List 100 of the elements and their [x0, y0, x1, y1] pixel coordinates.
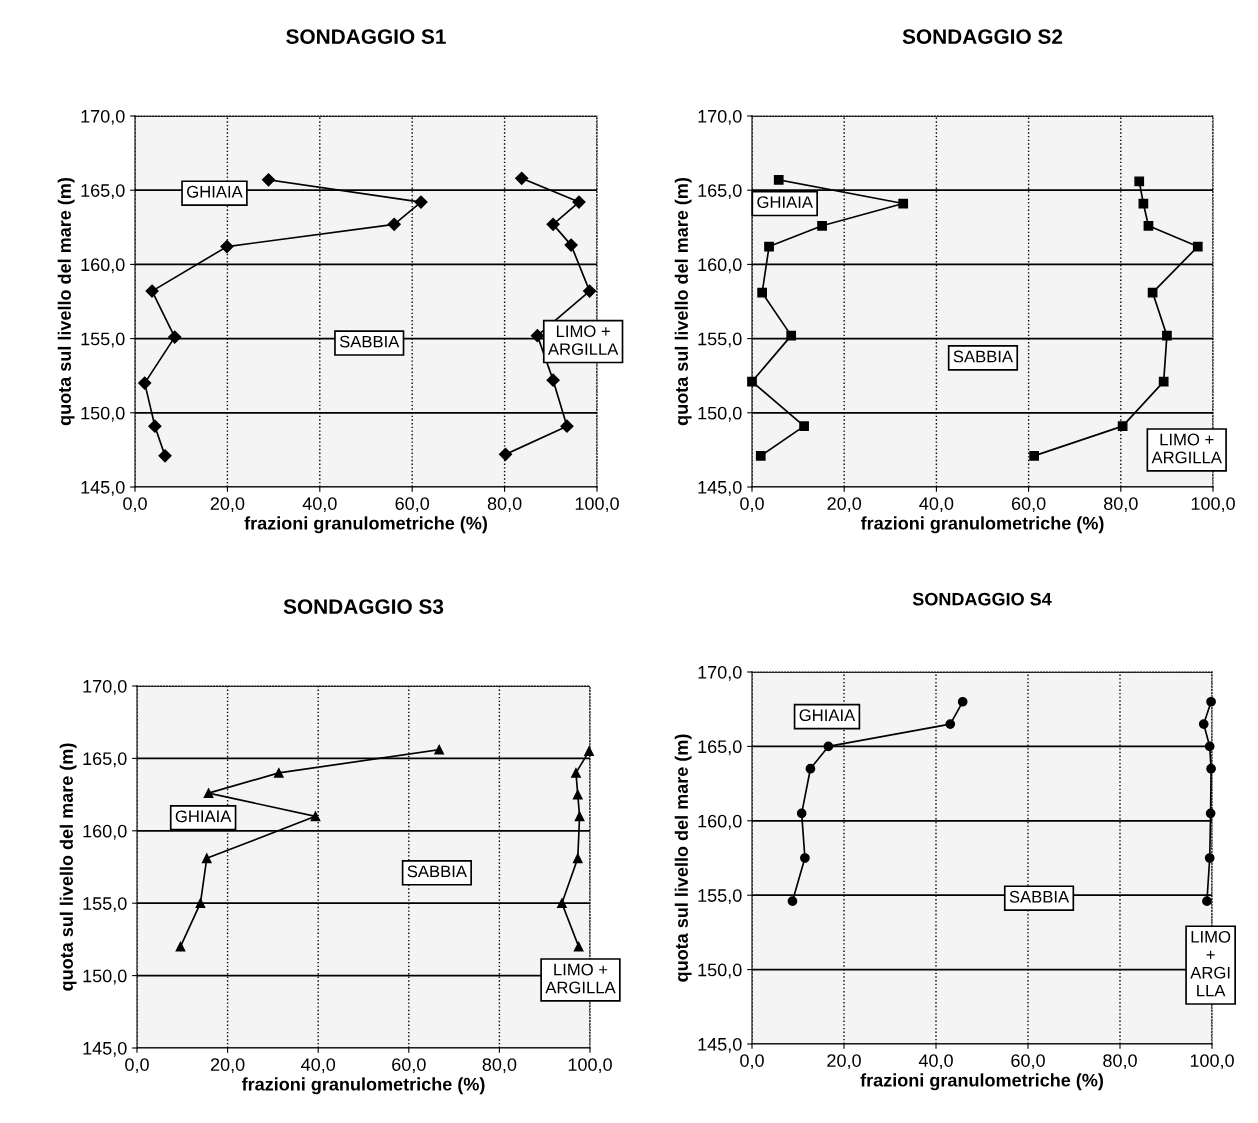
point — [564, 238, 578, 252]
y-tick-label: 155,0 — [83, 897, 127, 913]
x-axis-title: frazioni granulometriche (%) — [860, 1073, 1103, 1091]
point — [1206, 763, 1216, 774]
point — [817, 220, 827, 231]
point — [1204, 853, 1215, 863]
point — [261, 173, 276, 187]
point — [574, 811, 585, 822]
point — [796, 808, 807, 819]
y-tick-label: 165,0 — [83, 752, 127, 768]
x-tick-label: 20,0 — [827, 1054, 861, 1070]
point — [572, 789, 583, 800]
y-tick-label: 160,0 — [698, 258, 742, 274]
y-tick-label: 160,0 — [83, 824, 127, 840]
chart-title: SONDAGGIO S2 — [902, 29, 1063, 44]
point — [195, 898, 206, 909]
point — [957, 696, 968, 707]
y-tick-label: 150,0 — [698, 406, 742, 422]
chart-title: SONDAGGIO S4 — [912, 592, 1052, 606]
point — [786, 330, 797, 341]
point — [1202, 896, 1212, 907]
x-tick-label: 40,0 — [301, 1058, 336, 1074]
y-tick-label: 165,0 — [81, 184, 125, 200]
annotation: LIMO + ARGI LLA — [1190, 930, 1231, 997]
annotation: GHIAIA — [175, 810, 232, 823]
x-tick-label: 80,0 — [487, 497, 522, 513]
y-axis-title: quota sul livello del mare (m) — [57, 177, 75, 426]
point — [755, 450, 766, 461]
x-tick-label: 0,0 — [740, 497, 764, 513]
point — [1198, 719, 1209, 729]
point — [800, 853, 810, 863]
annotation: SABBIA — [1009, 890, 1070, 903]
x-axis-title: frazioni granulometriche (%) — [244, 516, 487, 534]
point — [387, 217, 401, 231]
point — [805, 763, 816, 774]
annotation: GHIAIA — [757, 196, 813, 209]
y-tick-label: 165,0 — [698, 184, 742, 200]
point — [201, 853, 212, 864]
x-tick-label: 0,0 — [125, 1058, 149, 1074]
x-tick-label: 100,0 — [1190, 1054, 1234, 1070]
point — [273, 768, 284, 778]
point — [203, 788, 214, 799]
y-tick-label: 165,0 — [698, 740, 742, 756]
x-tick-label: 100,0 — [1191, 497, 1235, 513]
point — [560, 419, 574, 433]
point — [1158, 376, 1169, 387]
x-tick-label: 60,0 — [1011, 497, 1046, 513]
point — [498, 447, 513, 461]
y-tick-label: 155,0 — [81, 332, 125, 348]
point — [573, 941, 584, 952]
point — [515, 171, 529, 185]
point — [584, 746, 594, 757]
chart-title: SONDAGGIO S3 — [283, 599, 444, 615]
x-tick-label: 20,0 — [827, 497, 862, 513]
point — [530, 329, 544, 343]
y-tick-label: 170,0 — [698, 109, 742, 125]
y-tick-label: 155,0 — [698, 889, 742, 905]
point — [1117, 421, 1128, 432]
point — [572, 853, 583, 864]
point — [1204, 741, 1215, 752]
y-tick-label: 145,0 — [698, 1037, 742, 1053]
point — [175, 941, 186, 952]
point — [823, 741, 834, 752]
annotation: SABBIA — [953, 350, 1014, 363]
y-tick-label: 145,0 — [83, 1041, 127, 1057]
point — [572, 195, 586, 209]
x-tick-label: 20,0 — [210, 497, 245, 513]
chart-title: SONDAGGIO S1 — [286, 29, 446, 44]
x-axis-title: frazioni granulometriche (%) — [241, 1077, 485, 1095]
x-tick-label: 40,0 — [919, 497, 954, 513]
y-tick-label: 170,0 — [698, 665, 742, 681]
point — [1162, 330, 1172, 341]
point — [168, 330, 182, 344]
point — [571, 768, 581, 778]
point — [148, 419, 162, 433]
x-tick-label: 80,0 — [1104, 497, 1138, 513]
y-axis-title: quota sul livello del mare (m) — [59, 743, 77, 991]
point — [799, 421, 809, 432]
point — [310, 811, 321, 822]
point — [1143, 220, 1154, 231]
point — [757, 287, 768, 298]
point — [557, 898, 567, 909]
annotation: SABBIA — [407, 865, 467, 878]
point — [434, 744, 445, 755]
y-tick-label: 160,0 — [81, 258, 125, 274]
x-tick-label: 80,0 — [482, 1058, 517, 1074]
y-tick-label: 155,0 — [698, 332, 742, 348]
y-tick-label: 150,0 — [698, 963, 742, 979]
point — [747, 376, 757, 387]
point — [138, 376, 152, 390]
annotation: LIMO + ARGILLA — [547, 325, 619, 356]
y-axis-title: quota sul livello del mare (m) — [674, 734, 692, 982]
y-tick-label: 160,0 — [698, 814, 742, 830]
x-tick-label: 80,0 — [1103, 1054, 1137, 1070]
y-tick-label: 150,0 — [81, 406, 125, 422]
y-tick-label: 150,0 — [83, 969, 127, 985]
point — [414, 195, 428, 209]
annotation: GHIAIA — [187, 185, 243, 198]
point — [898, 198, 909, 209]
x-tick-label: 60,0 — [1011, 1054, 1045, 1070]
